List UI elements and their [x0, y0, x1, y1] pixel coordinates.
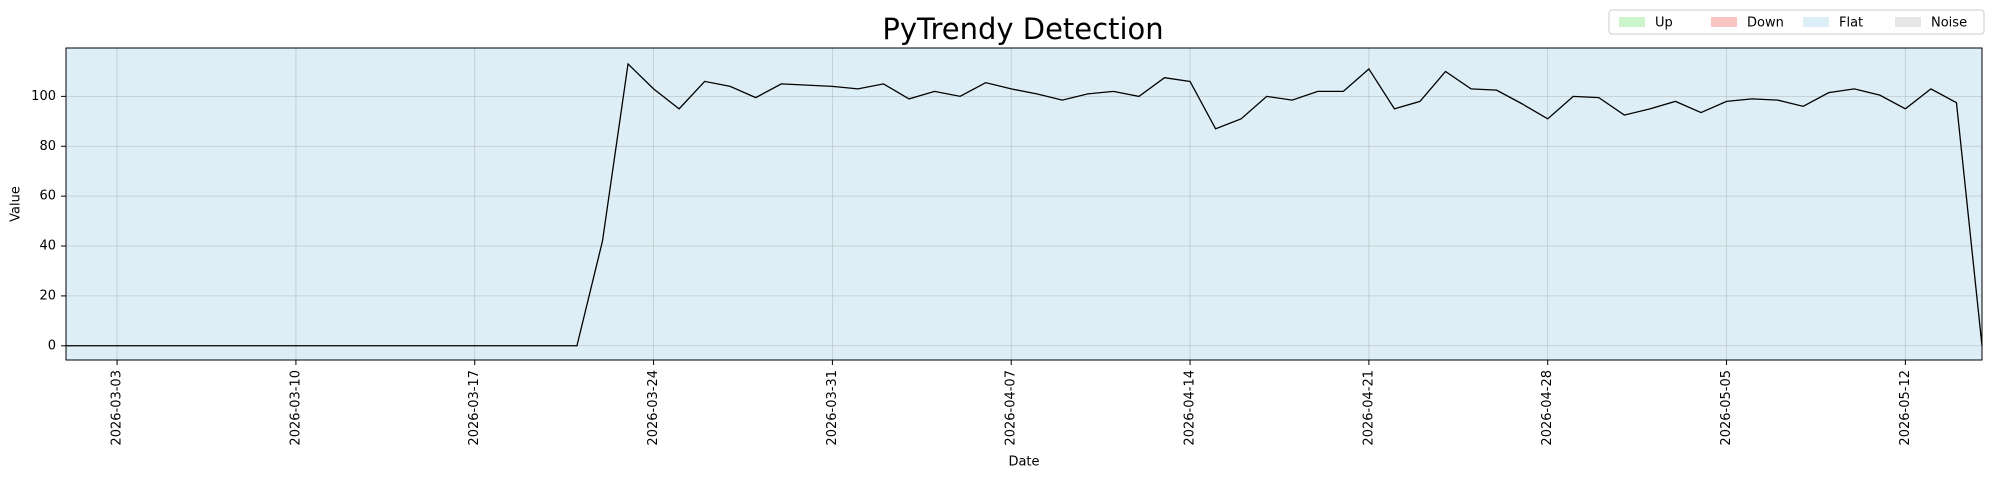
y-tick-label: 80 [39, 139, 56, 154]
plot-frame [65, 47, 1983, 361]
y-tick-label: 40 [39, 239, 56, 254]
legend-label: Down [1747, 16, 1784, 31]
x-tick-label: 2026-03-31 [825, 370, 840, 446]
legend-swatch [1895, 17, 1921, 27]
legend-label: Noise [1931, 16, 1967, 31]
x-tick-label: 2026-05-12 [1898, 370, 1913, 446]
x-tick-label: 2026-03-03 [110, 370, 125, 446]
x-axis-label: Date [1008, 455, 1039, 470]
y-axis-label: Value [9, 186, 24, 222]
x-tick-label: 2026-03-24 [646, 370, 661, 446]
line [66, 62, 1983, 347]
y-tick-label: 60 [39, 189, 56, 204]
x-tick-label: 2026-03-10 [288, 370, 303, 446]
legend-swatch [1619, 17, 1645, 27]
legend-box [1608, 9, 1985, 35]
y-tick-label: 100 [31, 89, 56, 104]
legend-label: Up [1655, 16, 1673, 31]
legend-label: Flat [1839, 16, 1863, 31]
x-tick-label: 2026-04-28 [1540, 370, 1555, 446]
y-tick-label: 0 [48, 338, 56, 353]
y-tick-label: 20 [39, 288, 56, 303]
region [66, 48, 1982, 360]
x-tick-label: 2026-04-14 [1183, 370, 1198, 446]
x-tick-label: 2026-03-17 [467, 370, 482, 446]
legend-swatch [1803, 17, 1829, 27]
x-tick-label: 2026-05-05 [1719, 370, 1734, 446]
legend-swatch [1711, 17, 1737, 27]
x-tick-label: 2026-04-21 [1361, 370, 1376, 446]
chart-title: PyTrendy Detection [882, 12, 1163, 46]
x-tick-label: 2026-04-07 [1004, 370, 1019, 446]
